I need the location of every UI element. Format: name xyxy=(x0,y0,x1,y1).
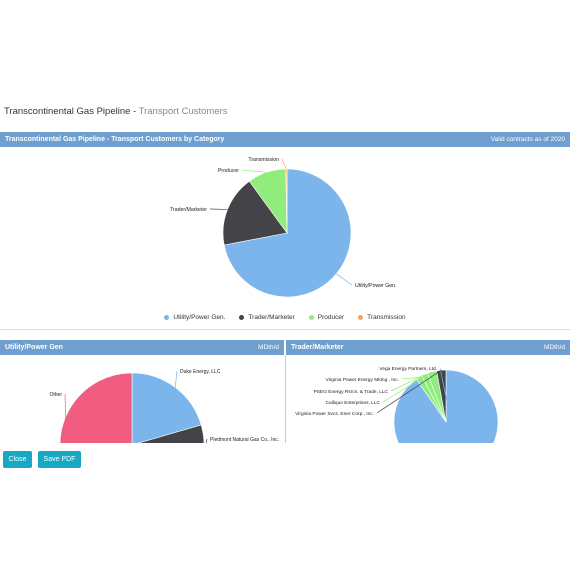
data-label-duke-energy-llc: Duke Energy, LLC xyxy=(180,369,221,375)
connector-vega-energy-partners-ltd xyxy=(439,367,456,443)
data-label-producer: Producer xyxy=(218,168,239,174)
connector-transmission xyxy=(281,158,287,170)
legend-label-trader: Trader/Marketer xyxy=(248,314,295,321)
data-label-utility-power-gen: Utility/Power Gen. xyxy=(355,283,397,289)
legend-item-utility[interactable]: Utility/Power Gen. xyxy=(164,314,225,321)
category-chart-panel: Utility/Power Gen. Trader/Marketer Produce… xyxy=(0,147,570,330)
legend-dot-utility xyxy=(164,315,170,320)
footer-bar xyxy=(0,443,570,473)
data-label-virginia-power-svcs-ener-corp-inc: Virginia Power Svcs. Ener Corp., Inc. xyxy=(295,411,374,417)
category-pie-chart: Utility/Power Gen. Trader/Marketer Produce… xyxy=(170,157,397,298)
pie-slice-piedmont-natural-gas-co-inc[interactable] xyxy=(132,424,205,443)
chart-legend: Utility/Power Gen. Trader/Marketer Produ… xyxy=(0,314,570,321)
legend-item-producer[interactable]: Producer xyxy=(308,314,345,321)
trader-pie-chart: Vega Energy Partners, Ltd. Virginia Power… xyxy=(295,366,499,443)
connector-producer xyxy=(241,169,267,173)
legend-dot-producer xyxy=(308,315,314,320)
sub-charts-area: Duke Energy, LLC Piedmont Natural Gas Co.… xyxy=(0,355,570,443)
utility-pie-chart: Duke Energy, LLC Piedmont Natural Gas Co.… xyxy=(49,369,279,443)
pie-slice-other[interactable] xyxy=(59,372,188,443)
pie-slice-transmission[interactable] xyxy=(285,168,288,234)
data-label-piedmont-natural-gas-co-inc: Piedmont Natural Gas Co., Inc. xyxy=(210,437,279,443)
legend-label-utility: Utility/Power Gen. xyxy=(173,314,226,321)
data-label-trader-marketer: Trader/Marketer xyxy=(170,207,207,213)
trader-panel-units: MDth/d xyxy=(544,344,565,351)
page-title: Transcontinental Gas Pipeline - Transpor… xyxy=(4,106,228,117)
data-label-calliquo-enterprises-llc: Calliquo Enterprises, LLC xyxy=(326,400,381,406)
data-label-virginia-power-energy-mktng-inc: Virginia Power Energy Mktng., Inc. xyxy=(326,377,400,383)
legend-item-transmission[interactable]: Transmission xyxy=(358,314,406,321)
utility-panel-header: Utility/Power Gen MDth/d xyxy=(0,340,284,355)
top-panel-note: Valid contracts as of 2020 xyxy=(490,136,565,143)
trader-panel-title: Trader/Marketer xyxy=(291,344,344,351)
connector-calliquo-enterprises-llc xyxy=(382,371,433,403)
save-pdf-button[interactable]: Save PDF xyxy=(38,451,81,468)
top-panel-header: Transcontinental Gas Pipeline - Transpor… xyxy=(0,132,570,147)
pie-slice-virginia-power-svcs-ener-corp-inc[interactable] xyxy=(436,369,447,423)
pie-slice-duke-energy-llc[interactable] xyxy=(131,372,202,443)
page-title-main: Transcontinental Gas Pipeline - xyxy=(4,106,139,117)
connector-utility-power-gen xyxy=(336,273,353,286)
top-panel-title: Transcontinental Gas Pipeline - Transpor… xyxy=(5,136,225,143)
data-label-other: Other xyxy=(49,392,62,398)
connector-virginia-power-energy-mktng-inc xyxy=(401,377,420,380)
legend-dot-trader xyxy=(239,315,245,320)
data-label-vega-energy-partners-ltd: Vega Energy Partners, Ltd. xyxy=(379,366,437,372)
page-title-sub: Transport Customers xyxy=(138,106,228,117)
connector-virginia-power-svcs-ener-corp-inc xyxy=(376,369,442,414)
legend-dot-transmission xyxy=(358,315,364,320)
utility-panel-units: MDth/d xyxy=(258,344,279,351)
data-label-pseg-energy-rsrcs-trade-llc: PSEG Energy Rsrcs. & Trade, LLC xyxy=(314,389,389,395)
pie-slice-trader-marketer[interactable] xyxy=(222,180,288,246)
connector-other xyxy=(64,393,67,443)
utility-panel-title: Utility/Power Gen xyxy=(5,344,63,351)
trader-panel-header: Trader/Marketer MDth/d xyxy=(286,340,570,355)
panel-divider xyxy=(285,355,286,443)
close-button[interactable]: Close xyxy=(3,451,32,468)
data-label-transmission: Transmission xyxy=(248,157,279,163)
connector-duke-energy-llc xyxy=(174,370,178,388)
legend-label-transmission: Transmission xyxy=(367,314,406,321)
connector-piedmont-natural-gas-co-inc xyxy=(205,438,208,443)
legend-label-producer: Producer xyxy=(317,314,345,321)
connector-pseg-energy-rsrcs-trade-llc xyxy=(390,374,425,392)
legend-item-trader[interactable]: Trader/Marketer xyxy=(239,314,295,321)
